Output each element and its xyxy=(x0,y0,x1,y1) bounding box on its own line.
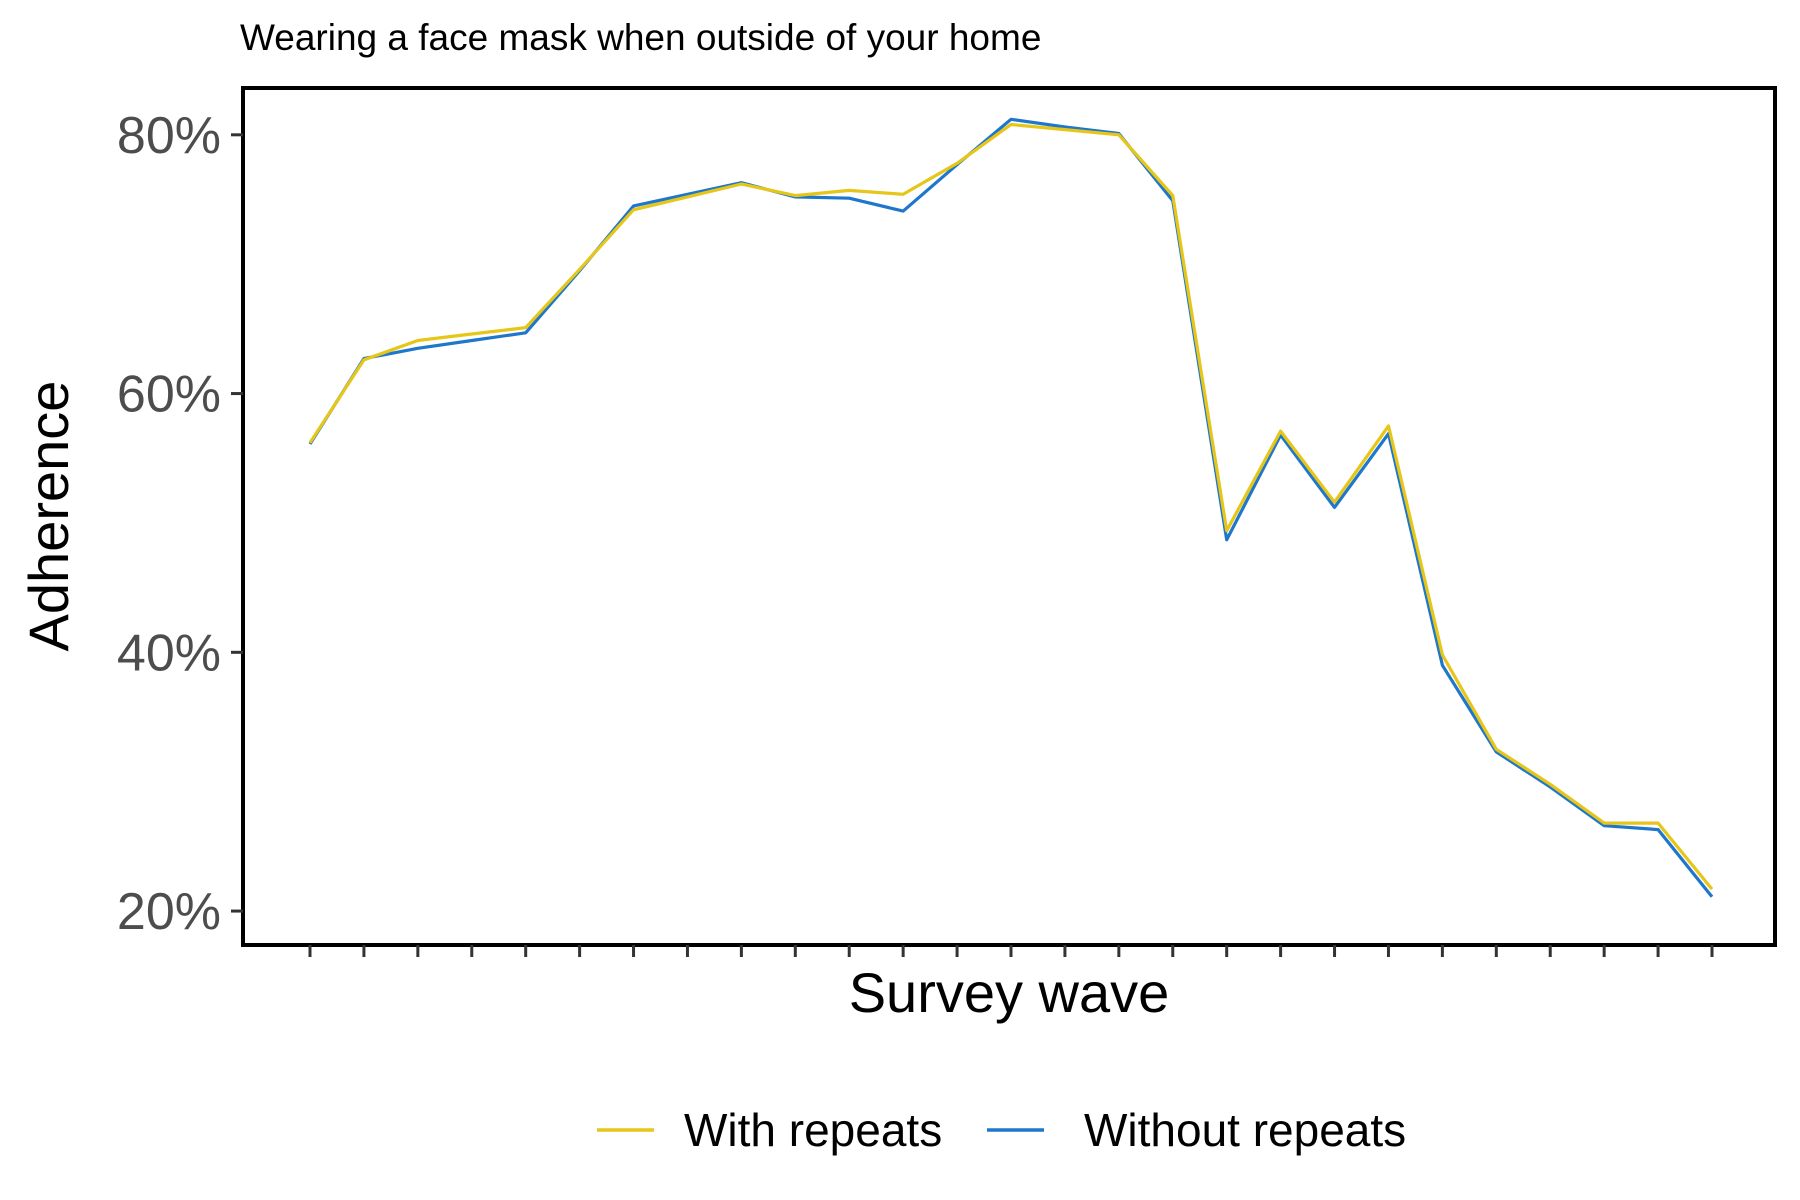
y-tick-label: 40% xyxy=(117,624,221,682)
legend: With repeats Without repeats xyxy=(597,1104,1406,1156)
plot-panel xyxy=(241,86,1777,947)
x-axis xyxy=(308,945,1714,957)
y-tick-label: 60% xyxy=(117,366,221,424)
chart-title: Wearing a face mask when outside of your… xyxy=(240,17,1041,58)
legend-label-without-repeats: Without repeats xyxy=(1084,1104,1406,1156)
y-tick-label: 80% xyxy=(117,107,221,165)
series-line-with-repeats xyxy=(308,122,1714,891)
y-axis: 20% 40% 60% 80% xyxy=(117,107,243,941)
legend-label-with-repeats: With repeats xyxy=(684,1104,942,1156)
y-axis-label: Adherence xyxy=(17,381,80,652)
y-tick-label: 20% xyxy=(117,883,221,941)
series-line-without-repeats xyxy=(308,117,1714,898)
x-axis-label: Survey wave xyxy=(849,961,1170,1024)
series-layer xyxy=(308,117,1714,898)
